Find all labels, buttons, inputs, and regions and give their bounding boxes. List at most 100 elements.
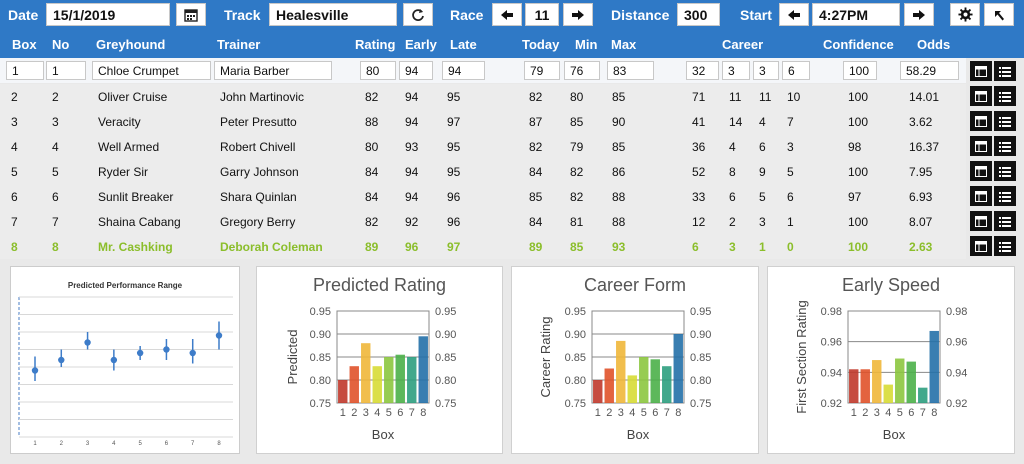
table-view-button[interactable] xyxy=(970,211,992,231)
greyhound-cell: Well Armed xyxy=(98,140,160,154)
table-view-button[interactable] xyxy=(970,186,992,206)
rating-cell: 82 xyxy=(365,215,379,229)
col-odds[interactable]: Odds xyxy=(917,37,951,52)
max-field[interactable]: 83 xyxy=(607,61,654,80)
next-start-button[interactable] xyxy=(904,3,934,26)
table-row[interactable]: 7 7 Shaina Cabang Gregory Berry 82 92 96… xyxy=(0,209,966,234)
list-view-button[interactable] xyxy=(994,111,1016,131)
table-row[interactable]: 1 1 Chloe Crumpet Maria Barber 80 94 94 … xyxy=(0,58,966,83)
x-tick-label: 3 xyxy=(86,441,90,447)
career-thirds-cell: 3 xyxy=(787,140,794,154)
no-field[interactable]: 1 xyxy=(46,61,86,80)
rating-field[interactable]: 80 xyxy=(360,61,396,80)
career-starts-field[interactable]: 32 xyxy=(686,61,719,80)
table-view-button[interactable] xyxy=(970,236,992,256)
trainer-cell: John Martinovic xyxy=(220,90,305,104)
col-late[interactable]: Late xyxy=(450,37,477,52)
late-field[interactable]: 94 xyxy=(442,61,485,80)
col-early[interactable]: Early xyxy=(405,37,437,52)
bar xyxy=(384,357,394,403)
max-cell: 85 xyxy=(612,140,626,154)
date-field[interactable]: 15/1/2019 xyxy=(46,3,170,26)
career-wins-field[interactable]: 3 xyxy=(722,61,750,80)
settings-button[interactable] xyxy=(950,3,980,26)
table-view-button[interactable] xyxy=(970,161,992,181)
table-view-button[interactable] xyxy=(970,111,992,131)
list-view-button[interactable] xyxy=(994,136,1016,156)
table-row[interactable]: 2 2 Oliver Cruise John Martinovic 82 94 … xyxy=(0,84,966,109)
table-header: Box No Greyhound Trainer Rating Early La… xyxy=(0,30,1024,58)
list-view-button[interactable] xyxy=(994,236,1016,256)
list-view-button[interactable] xyxy=(994,211,1016,231)
col-max[interactable]: Max xyxy=(611,37,637,52)
col-no[interactable]: No xyxy=(52,37,70,52)
bar xyxy=(883,384,893,403)
today-cell: 85 xyxy=(529,190,543,204)
today-field[interactable]: 79 xyxy=(524,61,560,80)
table-row[interactable]: 8 8 Mr. Cashking Deborah Coleman 89 96 9… xyxy=(0,234,966,259)
list-view-button[interactable] xyxy=(994,61,1016,81)
y-tick-label-right: 0.95 xyxy=(690,306,711,318)
bar xyxy=(639,357,649,403)
trainer-field[interactable]: Maria Barber xyxy=(214,61,332,80)
confidence-field[interactable]: 100 xyxy=(843,61,877,80)
greyhound-field[interactable]: Chloe Crumpet xyxy=(92,61,211,80)
list-view-button[interactable] xyxy=(994,161,1016,181)
col-confidence[interactable]: Confidence xyxy=(823,37,894,52)
col-greyhound[interactable]: Greyhound xyxy=(96,37,166,52)
bar xyxy=(418,336,428,403)
race-field[interactable]: 11 xyxy=(525,3,559,26)
prev-race-button[interactable] xyxy=(492,3,522,26)
box-field[interactable]: 1 xyxy=(6,61,44,80)
col-career[interactable]: Career xyxy=(722,37,764,52)
confidence-cell: 100 xyxy=(848,115,869,129)
rating-cell: 82 xyxy=(365,90,379,104)
start-time-field[interactable]: 4:27PM xyxy=(812,3,900,26)
career-seconds-field[interactable]: 3 xyxy=(753,61,779,80)
table-view-button[interactable] xyxy=(970,136,992,156)
track-field[interactable]: Healesville xyxy=(269,3,397,26)
early-speed-panel: Early Speed 0.92 0.92 0.94 0.94 0.96 0.96 0.98… xyxy=(767,266,1015,454)
data-point xyxy=(58,356,65,364)
plot-frame xyxy=(591,310,685,404)
early-cell: 93 xyxy=(405,140,419,154)
table-row[interactable]: 6 6 Sunlit Breaker Shara Quinlan 84 94 9… xyxy=(0,184,966,209)
table-view-button[interactable] xyxy=(970,86,992,106)
col-box[interactable]: Box xyxy=(12,37,37,52)
early-field[interactable]: 94 xyxy=(399,61,433,80)
box-cell: 4 xyxy=(11,140,18,154)
table-row[interactable]: 5 5 Ryder Sir Garry Johnson 84 94 95 84 … xyxy=(0,159,966,184)
refresh-button[interactable] xyxy=(403,3,433,26)
prev-start-button[interactable] xyxy=(779,3,809,26)
distance-field[interactable]: 300 xyxy=(677,3,720,26)
odds-field[interactable]: 58.29 xyxy=(900,61,959,80)
x-tick-label: 4 xyxy=(374,407,380,419)
table-row[interactable]: 3 3 Veracity Peter Presutto 88 94 97 87 … xyxy=(0,109,966,134)
date-picker-button[interactable] xyxy=(176,3,206,26)
x-tick-label: 8 xyxy=(675,407,681,419)
late-cell: 97 xyxy=(447,115,461,129)
min-field[interactable]: 76 xyxy=(564,61,600,80)
confidence-cell: 100 xyxy=(848,165,869,179)
list-view-button[interactable] xyxy=(994,86,1016,106)
max-cell: 90 xyxy=(612,115,626,129)
late-cell: 95 xyxy=(447,140,461,154)
career-thirds-field[interactable]: 6 xyxy=(782,61,810,80)
next-race-button[interactable] xyxy=(563,3,593,26)
career-wins-cell: 4 xyxy=(729,140,736,154)
career-seconds-cell: 1 xyxy=(759,240,766,254)
y-tick-label-left: 0.75 xyxy=(310,398,331,410)
trainer-cell: Peter Presutto xyxy=(220,115,297,129)
return-button[interactable] xyxy=(984,3,1014,26)
table-view-button[interactable] xyxy=(970,61,992,81)
list-view-button[interactable] xyxy=(994,186,1016,206)
col-min[interactable]: Min xyxy=(575,37,598,52)
distance-label: Distance xyxy=(611,7,670,23)
table-row[interactable]: 4 4 Well Armed Robert Chivell 80 93 95 8… xyxy=(0,134,966,159)
col-rating[interactable]: Rating xyxy=(355,37,396,52)
data-point xyxy=(215,332,223,339)
x-axis-label: Box xyxy=(627,427,650,442)
col-trainer[interactable]: Trainer xyxy=(217,37,261,52)
bar xyxy=(673,334,683,403)
col-today[interactable]: Today xyxy=(522,37,560,52)
